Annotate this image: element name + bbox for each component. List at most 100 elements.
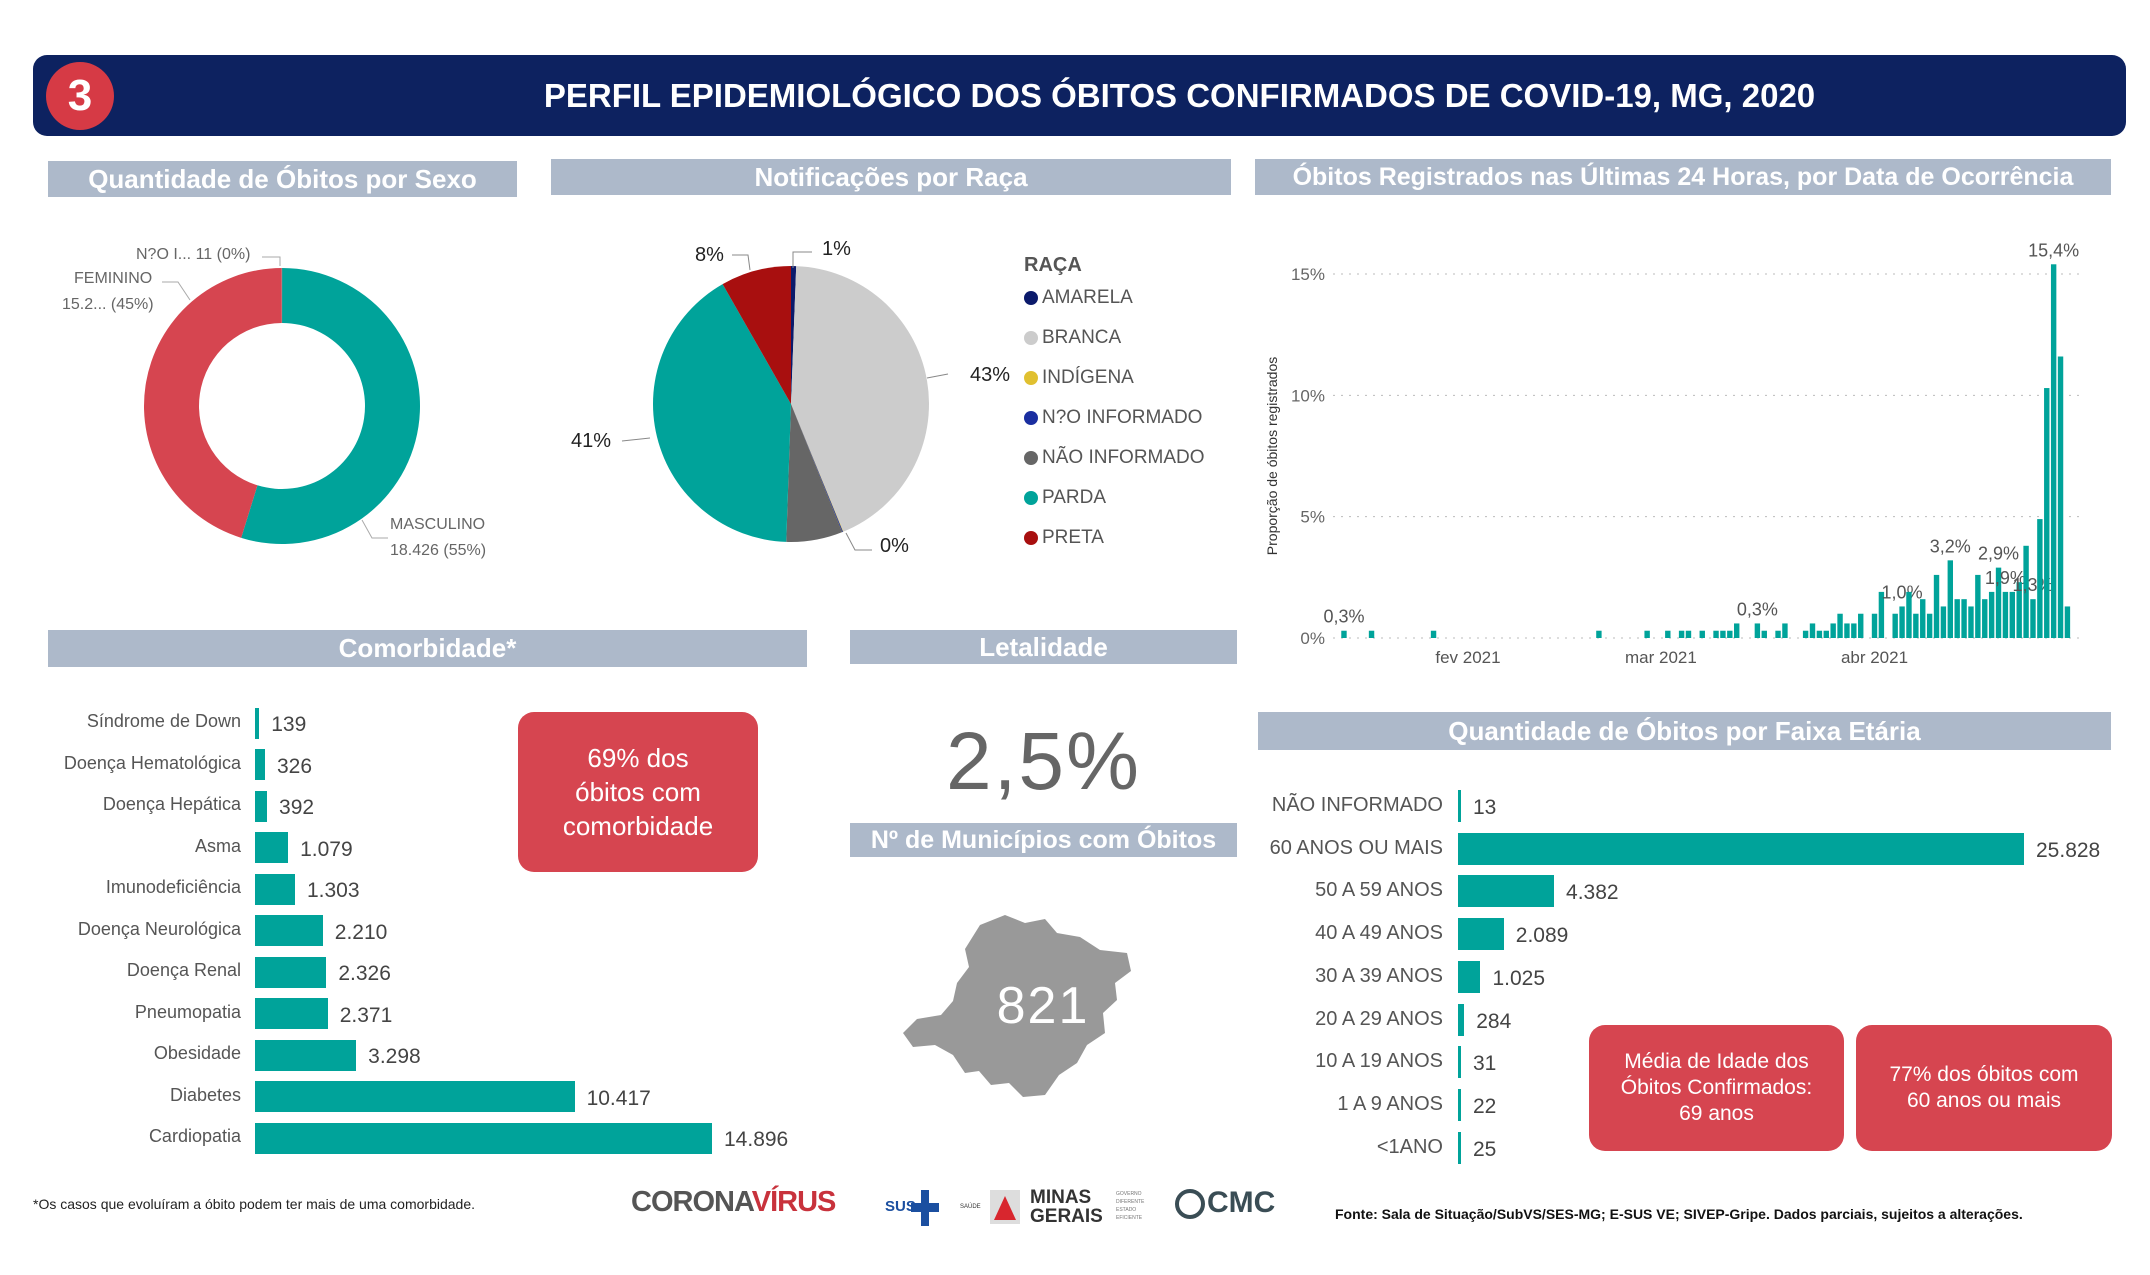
bar-category-label: NÃO INFORMADO <box>1271 794 1443 816</box>
y-tick-label: 5% <box>1300 508 1325 527</box>
bar-NÃO INFORMADO <box>1458 790 1461 822</box>
card-sessenta-line2: 60 anos ou mais <box>1906 1089 2062 1112</box>
pie-label-amarela: 1% <box>822 238 851 260</box>
card-comorbidade-line3: comorbidade <box>562 811 714 841</box>
bar-value-label: 2.089 <box>1515 924 1569 948</box>
bar-2021-04-22 <box>2016 582 2022 638</box>
bar-10 A 19 ANOS <box>1458 1046 1461 1079</box>
legend-item-2[interactable]: INDÍGENA <box>1024 367 1134 389</box>
bar-category-label: 50 A 59 ANOS <box>1315 879 1443 902</box>
legend-title: RAÇA <box>1024 254 1082 276</box>
bar-Asma <box>255 832 289 863</box>
pie-chart-raca <box>621 251 949 551</box>
bar-40 A 49 ANOS <box>1458 918 1504 951</box>
bar-category-label: 10 A 19 ANOS <box>1315 1050 1443 1073</box>
legend-item-5[interactable]: PARDA <box>1024 487 1106 509</box>
bar-category-label: Asma <box>194 835 241 856</box>
bar-category-label: Doença Hepática <box>102 794 241 814</box>
bar-Doença Hematológica <box>255 749 265 780</box>
donut-slice-0 <box>241 268 420 544</box>
legend-item-6[interactable]: PRETA <box>1024 527 1104 549</box>
logo-coronavirus: CORONAVÍRUS <box>631 1186 837 1219</box>
section-header-comorbidade: Comorbidade* <box>48 630 807 667</box>
bar-value-label: 3.298 <box>368 1045 421 1068</box>
bar-Imunodeficiência <box>255 873 295 905</box>
data-label: 15,4% <box>2028 240 2079 260</box>
legend-label: PRETA <box>1042 527 1104 548</box>
logo-cmc: CMC <box>1175 1186 1275 1220</box>
bar-value-label: 13 <box>1473 796 1497 819</box>
bar-2021-03-26 <box>1830 623 1836 638</box>
pie-leader-line <box>621 437 651 442</box>
bar-2021-04-16 <box>1975 574 1981 638</box>
legend-dot-icon <box>1024 451 1038 465</box>
bar-Pneumopatia <box>255 998 328 1029</box>
bar-category-label: Obesidade <box>153 1043 241 1063</box>
legend-dot-icon <box>1024 491 1038 505</box>
bar-2021-03-22 <box>1802 630 1809 638</box>
bar-chart-ultimas24h: 0% 5% 10% 15% fev 2021 mar 2021 abr 2021 Propor… <box>1264 240 2080 667</box>
section-header-letalidade: Letalidade <box>850 630 1237 664</box>
minas-gerais-shape-icon <box>903 915 1131 1097</box>
logo-sus: SUS <box>885 1190 945 1226</box>
bar-2021-03-09 <box>1713 630 1719 638</box>
bar-2021-04-01 <box>1871 613 1878 638</box>
section-number-badge: 3 <box>46 62 114 130</box>
pie-slice-1 <box>791 266 929 532</box>
bar-2021-03-04 <box>1678 630 1685 638</box>
bar-2021-03-12 <box>1734 623 1740 638</box>
bar-2021-04-28 <box>2057 356 2064 638</box>
logo-saude-text: SAÚDE <box>960 1204 981 1210</box>
logo-mg-subtitle: GOVERNO DIFERENTE ESTADO EFICIENTE <box>1116 1191 1145 1221</box>
bar-2021-04-20 <box>2002 591 2009 638</box>
bar-value-label: 25.828 <box>2036 838 2101 862</box>
bar-value-label: 2.371 <box>339 1003 393 1027</box>
bar-2021-01-14 <box>1341 630 1347 638</box>
logo-mg-triangle-icon <box>990 1190 1020 1224</box>
data-label: 2,9% <box>1978 544 2019 564</box>
pie-slice-4 <box>786 404 843 542</box>
donut-label-masculino-name: MASCULINO <box>390 516 486 533</box>
legend-item-3[interactable]: N?O INFORMADO <box>1024 407 1202 429</box>
bar-Cardiopatia <box>255 1122 712 1154</box>
legend-item-4[interactable]: NÃO INFORMADO <box>1024 447 1205 469</box>
bar-category-label: 1 A 9 ANOS <box>1337 1092 1443 1115</box>
legend-label: PARDA <box>1042 487 1107 508</box>
bar-2021-04-24 <box>2030 599 2036 638</box>
pie-leader-line <box>792 251 812 268</box>
source-text: Fonte: Sala de Situação/SubVS/SES-MG; E-… <box>1335 1206 2023 1222</box>
legend-label: BRANCA <box>1042 327 1122 348</box>
card-comorbidade-line1: 69% dos <box>587 743 689 773</box>
footnote: *Os casos que evoluíram a óbito podem te… <box>33 1196 476 1212</box>
data-label: 0,3% <box>1737 599 1778 619</box>
bar-2021-04-27 <box>2050 264 2057 638</box>
pie-leader-line <box>845 532 872 551</box>
legend-item-0[interactable]: AMARELA <box>1024 287 1133 309</box>
y-tick-label: 10% <box>1291 386 1325 405</box>
bar-2021-04-10 <box>1933 574 1940 638</box>
legend-item-1[interactable]: BRANCA <box>1024 327 1121 349</box>
bar-2021-03-23 <box>1809 623 1816 638</box>
y-tick-label: 15% <box>1291 265 1325 284</box>
donut-leader-line <box>262 256 281 266</box>
bar-value-label: 1.025 <box>1492 966 1546 990</box>
bar-2021-03-05 <box>1685 630 1692 638</box>
bar-value-label: 1.303 <box>306 879 360 902</box>
pie-slice-3 <box>791 404 844 533</box>
donut-slice-1 <box>144 268 282 538</box>
pie-slice-2 <box>791 404 844 532</box>
donut-leader-line <box>361 519 388 539</box>
logo-virus-text: VÍRUS <box>751 1186 837 1218</box>
card-media-idade-line1: Média de Idade dos <box>1624 1050 1809 1073</box>
pie-label-nao-informado-0: 0% <box>880 535 909 557</box>
donut-chart-sexo <box>144 256 420 544</box>
bar-value-label: 31 <box>1473 1052 1497 1076</box>
legend-label: AMARELA <box>1042 287 1133 308</box>
cmc-circle-icon <box>1175 1189 1205 1220</box>
bar-2021-03-15 <box>1754 623 1761 638</box>
legend-dot-icon <box>1024 531 1038 545</box>
bar-category-label: Imunodeficiência <box>105 877 241 897</box>
bar-2021-03-25 <box>1823 630 1829 638</box>
logo-sus-text: SUS <box>885 1198 916 1215</box>
pie-leader-line <box>926 373 949 379</box>
